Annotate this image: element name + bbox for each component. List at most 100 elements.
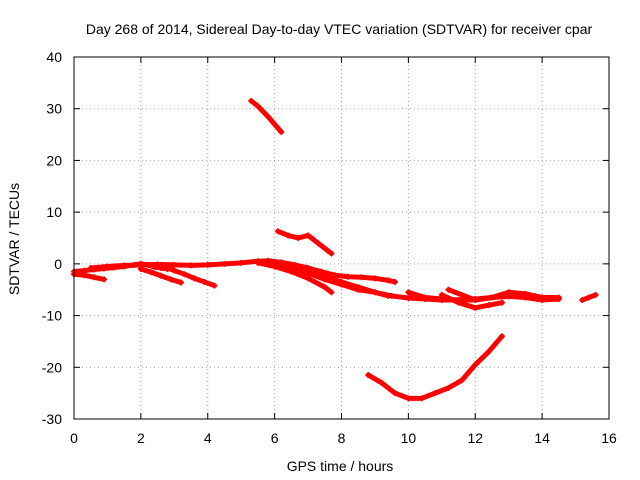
data-point bbox=[432, 390, 439, 397]
data-point bbox=[338, 281, 345, 288]
data-point bbox=[405, 289, 412, 296]
series-track-14 bbox=[579, 291, 599, 304]
data-point bbox=[305, 232, 312, 239]
y-tick-label: -10 bbox=[42, 308, 62, 324]
series-track-6 bbox=[248, 97, 285, 135]
series-track-7 bbox=[274, 228, 335, 257]
data-point bbox=[178, 279, 184, 286]
data-point bbox=[365, 372, 372, 379]
data-point bbox=[271, 259, 278, 266]
data-point bbox=[121, 262, 128, 269]
data-point bbox=[445, 286, 452, 293]
x-tick-label: 16 bbox=[601, 430, 617, 446]
data-point bbox=[157, 272, 164, 279]
data-point bbox=[499, 299, 505, 306]
data-point bbox=[378, 379, 385, 386]
x-tick-label: 2 bbox=[137, 430, 145, 446]
series-track-4 bbox=[137, 266, 184, 286]
x-tick-label: 10 bbox=[401, 430, 417, 446]
series-line bbox=[88, 258, 398, 285]
data-point bbox=[81, 272, 88, 279]
data-point bbox=[285, 232, 291, 239]
data-point bbox=[499, 333, 505, 340]
data-point bbox=[358, 274, 365, 281]
data-point bbox=[405, 395, 412, 402]
series-track-15 bbox=[365, 333, 505, 402]
series-track-12 bbox=[438, 291, 505, 311]
data-point bbox=[355, 286, 362, 293]
data-point bbox=[164, 264, 171, 271]
x-tick-label: 4 bbox=[204, 430, 212, 446]
chart-title: Day 268 of 2014, Sidereal Day-to-day VTE… bbox=[86, 21, 593, 37]
data-point bbox=[392, 278, 398, 285]
data-point bbox=[154, 261, 161, 268]
data-point bbox=[181, 271, 188, 278]
data-point bbox=[87, 264, 94, 271]
y-axis-label: SDTVAR / TECUs bbox=[6, 183, 22, 295]
data-point bbox=[388, 292, 395, 299]
data-point bbox=[254, 259, 261, 266]
data-point bbox=[204, 261, 211, 268]
data-point bbox=[315, 240, 322, 247]
data-point bbox=[445, 384, 452, 391]
data-point bbox=[371, 275, 378, 282]
data-point bbox=[555, 294, 562, 301]
x-axis-label: GPS time / hours bbox=[287, 458, 394, 474]
x-tick-label: 12 bbox=[467, 430, 483, 446]
x-tick-label: 6 bbox=[271, 430, 279, 446]
data-point bbox=[264, 113, 271, 120]
data-point bbox=[221, 260, 228, 267]
series-line bbox=[71, 271, 107, 282]
y-tick-label: 30 bbox=[46, 101, 62, 117]
y-tick-label: 0 bbox=[54, 256, 62, 272]
data-point bbox=[295, 235, 302, 241]
data-point bbox=[171, 267, 178, 274]
data-point bbox=[455, 299, 462, 306]
data-point bbox=[579, 297, 586, 304]
data-point bbox=[188, 262, 195, 269]
y-tick-label: 10 bbox=[46, 204, 62, 220]
data-point bbox=[422, 294, 429, 301]
data-point bbox=[201, 278, 208, 285]
data-point bbox=[328, 289, 335, 296]
data-point bbox=[438, 291, 445, 298]
data-point bbox=[485, 302, 492, 309]
data-point bbox=[171, 261, 178, 268]
y-tick-label: 20 bbox=[46, 152, 62, 168]
series-track-8 bbox=[254, 259, 335, 296]
data-point bbox=[585, 294, 592, 301]
y-tick-label: 40 bbox=[46, 49, 62, 65]
data-point bbox=[288, 268, 295, 275]
data-point bbox=[238, 259, 245, 266]
data-layer bbox=[71, 97, 599, 402]
series-track-13 bbox=[445, 286, 512, 304]
data-point bbox=[405, 294, 412, 301]
data-point bbox=[191, 275, 198, 282]
series-track-5 bbox=[164, 264, 218, 289]
data-point bbox=[371, 289, 378, 296]
data-point bbox=[305, 270, 312, 277]
data-point bbox=[328, 250, 335, 257]
data-point bbox=[522, 290, 529, 297]
data-point bbox=[418, 395, 425, 402]
data-point bbox=[472, 361, 479, 368]
data-point bbox=[254, 103, 261, 110]
x-tick-label: 0 bbox=[70, 430, 78, 446]
data-point bbox=[305, 275, 312, 282]
data-point bbox=[485, 348, 492, 355]
data-point bbox=[345, 273, 352, 280]
data-point bbox=[91, 274, 98, 281]
x-tick-label: 14 bbox=[534, 430, 550, 446]
ticks bbox=[73, 56, 610, 420]
data-point bbox=[278, 128, 285, 135]
y-tick-label: -20 bbox=[42, 359, 62, 375]
data-point bbox=[274, 228, 281, 235]
data-point bbox=[488, 294, 495, 301]
data-point bbox=[458, 291, 465, 298]
data-point bbox=[288, 263, 295, 270]
data-point bbox=[472, 297, 479, 304]
data-point bbox=[592, 291, 599, 298]
data-point bbox=[539, 294, 546, 301]
data-point bbox=[458, 377, 465, 384]
